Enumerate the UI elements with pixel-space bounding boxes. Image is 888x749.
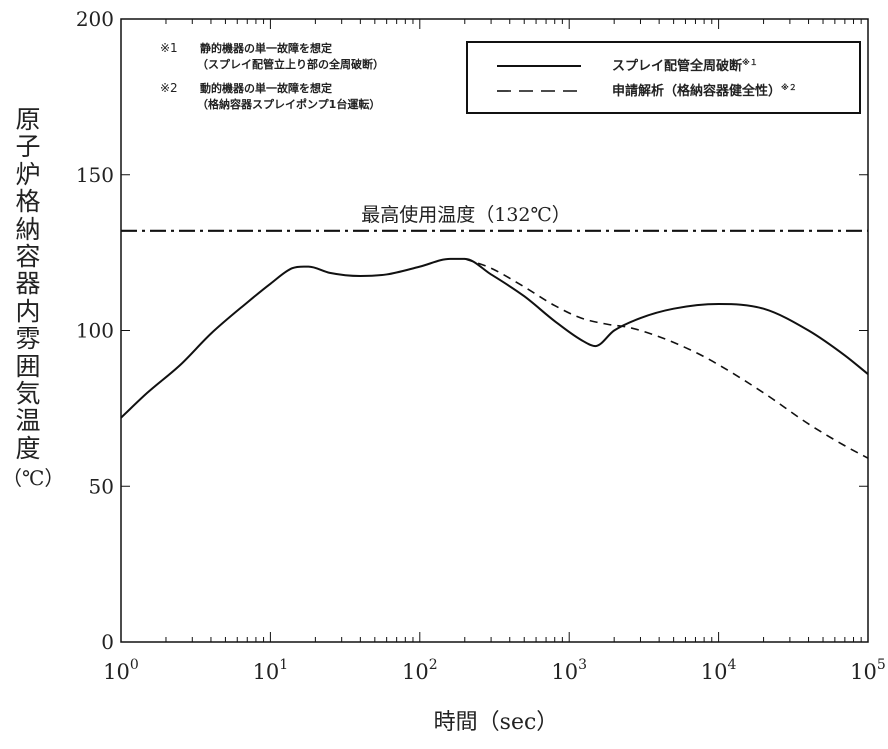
legend-entry-1: スプレイ配管全周破断※１ bbox=[612, 57, 758, 74]
y-axis-title-char: 囲 bbox=[15, 351, 41, 381]
y-axis-title-char: 格 bbox=[15, 187, 41, 217]
annotations: ※1 静的機器の単一故障を想定 （スプレイ配管立上り部の全周破断） ※2 動的機器の単一… bbox=[160, 41, 384, 111]
y-axis-title: 原子炉格納容器内雰囲気温度 bbox=[4, 105, 52, 463]
y-axis-title-char: 度 bbox=[15, 433, 41, 463]
x-tick-label-exponent: 2 bbox=[429, 657, 438, 673]
reference-line-group: 最高使用温度（132℃） bbox=[121, 204, 868, 232]
x-tick-label: 103 bbox=[551, 657, 587, 684]
x-tick-label: 102 bbox=[402, 657, 438, 684]
x-tick-label-base: 10 bbox=[701, 660, 728, 684]
series-line-1 bbox=[120, 257, 869, 419]
y-axis-unit: （℃） bbox=[2, 466, 65, 490]
x-tick-label-base: 10 bbox=[103, 660, 130, 684]
y-axis-title-char: 器 bbox=[15, 269, 41, 299]
y-tick-labels: 0 50 100 150 200 bbox=[76, 7, 114, 654]
annotation-line: 静的機器の単一故障を想定 bbox=[200, 41, 332, 55]
y-axis-title-char: 納 bbox=[15, 214, 41, 244]
x-tick-label: 100 bbox=[103, 657, 139, 684]
x-tick-label-exponent: 3 bbox=[578, 657, 587, 673]
y-axis-title-char: 子 bbox=[15, 132, 41, 162]
y-tick-label: 50 bbox=[89, 474, 114, 498]
series-line-2 bbox=[464, 258, 869, 459]
axis-ticks bbox=[120, 18, 868, 643]
reference-line-label: 最高使用温度（132℃） bbox=[361, 204, 571, 226]
legend-entry-2-note: ※２ bbox=[781, 82, 797, 92]
annotation-marker: ※2 bbox=[160, 81, 178, 95]
legend-box bbox=[466, 41, 861, 114]
x-tick-label-exponent: 1 bbox=[279, 657, 288, 673]
x-tick-label-exponent: 0 bbox=[130, 657, 139, 673]
series-lines bbox=[120, 257, 869, 459]
annotation-marker: ※1 bbox=[160, 41, 178, 55]
legend-entry-1-label: スプレイ配管全周破断 bbox=[612, 58, 742, 74]
x-tick-label-exponent: 4 bbox=[728, 657, 737, 673]
y-axis-title-char: 原 bbox=[15, 105, 41, 134]
y-tick-label: 0 bbox=[101, 630, 114, 654]
annotation-line: （格納容器スプレイポンプ1台運転） bbox=[197, 97, 380, 111]
x-tick-label-base: 10 bbox=[253, 660, 280, 684]
x-tick-label-base: 10 bbox=[402, 660, 429, 684]
y-axis-title-char: 雰 bbox=[15, 324, 41, 354]
y-axis-title-char: 温 bbox=[15, 406, 41, 436]
x-tick-label: 101 bbox=[253, 657, 289, 684]
y-tick-label: 150 bbox=[76, 163, 114, 187]
x-tick-label: 105 bbox=[850, 657, 886, 684]
x-axis-title-row: 時間（sec） bbox=[0, 704, 888, 736]
y-tick-label: 200 bbox=[76, 7, 114, 31]
legend-entry-2-label: 申請解析（格納容器健全性） bbox=[612, 83, 781, 99]
x-tick-labels: 100 101 102 103 104 105 bbox=[103, 657, 886, 684]
x-tick-label-exponent: 5 bbox=[877, 657, 886, 673]
y-axis-title-char: 内 bbox=[15, 296, 41, 326]
x-tick-label: 104 bbox=[701, 657, 737, 684]
y-tick-label: 100 bbox=[76, 319, 114, 343]
legend-entry-2: 申請解析（格納容器健全性）※２ bbox=[612, 82, 797, 99]
annotation-line: （スプレイ配管立上り部の全周破断） bbox=[197, 57, 384, 71]
x-tick-label-base: 10 bbox=[850, 660, 877, 684]
legend: スプレイ配管全周破断※１ 申請解析（格納容器健全性）※２ bbox=[466, 41, 861, 114]
y-axis-title-char: 容 bbox=[15, 242, 41, 272]
annotation-line: 動的機器の単一故障を想定 bbox=[200, 81, 332, 95]
x-axis-title: 時間（sec） bbox=[433, 710, 559, 735]
x-tick-label-base: 10 bbox=[551, 660, 578, 684]
y-axis-title-char: 気 bbox=[15, 379, 41, 409]
legend-entry-1-note: ※１ bbox=[742, 57, 758, 67]
y-axis-title-char: 炉 bbox=[15, 159, 41, 189]
